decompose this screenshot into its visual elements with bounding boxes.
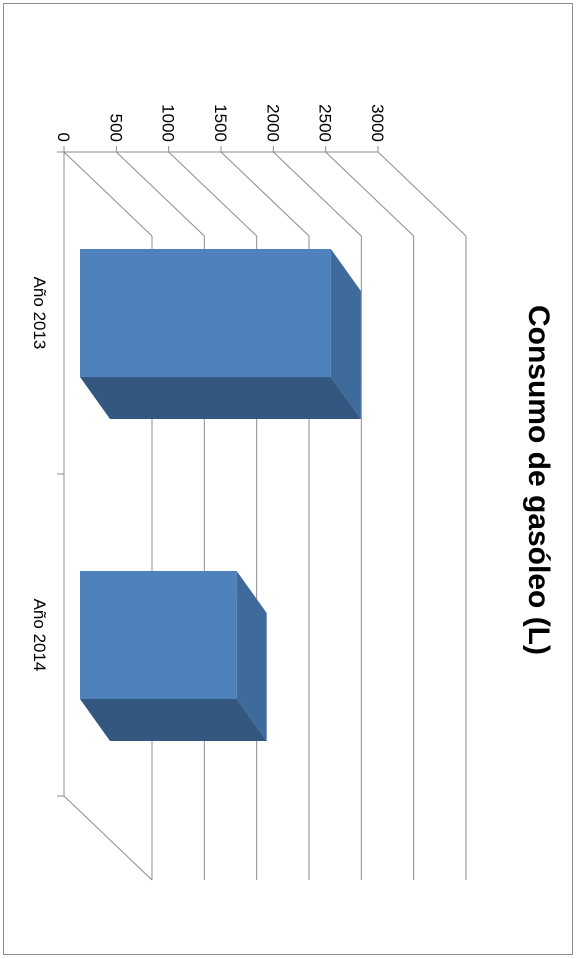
bar-side-face <box>80 377 361 419</box>
bar-front-face <box>80 249 331 377</box>
tick-label: 3000 <box>368 104 387 142</box>
tick-label: 1500 <box>211 104 230 142</box>
tick-label: 2000 <box>263 104 282 142</box>
chart-frame: 0 500 1000 1500 2000 2500 3000 Año 2013 Año 201… <box>3 3 573 955</box>
bar <box>80 571 267 741</box>
tick-label: 1000 <box>159 104 178 142</box>
gridline-depth <box>115 151 205 237</box>
gridline-depth <box>377 151 467 237</box>
bar-side-face <box>80 699 267 741</box>
tick-label: 0 <box>54 133 73 142</box>
bar <box>80 249 361 419</box>
value-axis: 0 500 1000 1500 2000 2500 3000 <box>54 104 387 797</box>
category-label: Año 2013 <box>30 277 49 350</box>
gridline-depth <box>220 151 310 237</box>
tick-label: 500 <box>106 114 125 142</box>
bar-top-face <box>236 571 267 741</box>
tick-label: 2500 <box>316 104 335 142</box>
gridline-depth <box>272 151 362 237</box>
bars <box>80 249 361 741</box>
gridline-depth <box>168 151 258 237</box>
category-axis: Año 2013 Año 2014 <box>30 277 49 672</box>
bar-front-face <box>80 571 237 699</box>
chart-title: Consumo de gasóleo (L) <box>522 305 555 655</box>
bar-top-face <box>330 249 361 419</box>
gridline-depth <box>63 151 153 237</box>
category-label: Año 2014 <box>30 599 49 672</box>
gridline-depth <box>325 151 415 237</box>
floor-depth <box>63 795 153 881</box>
